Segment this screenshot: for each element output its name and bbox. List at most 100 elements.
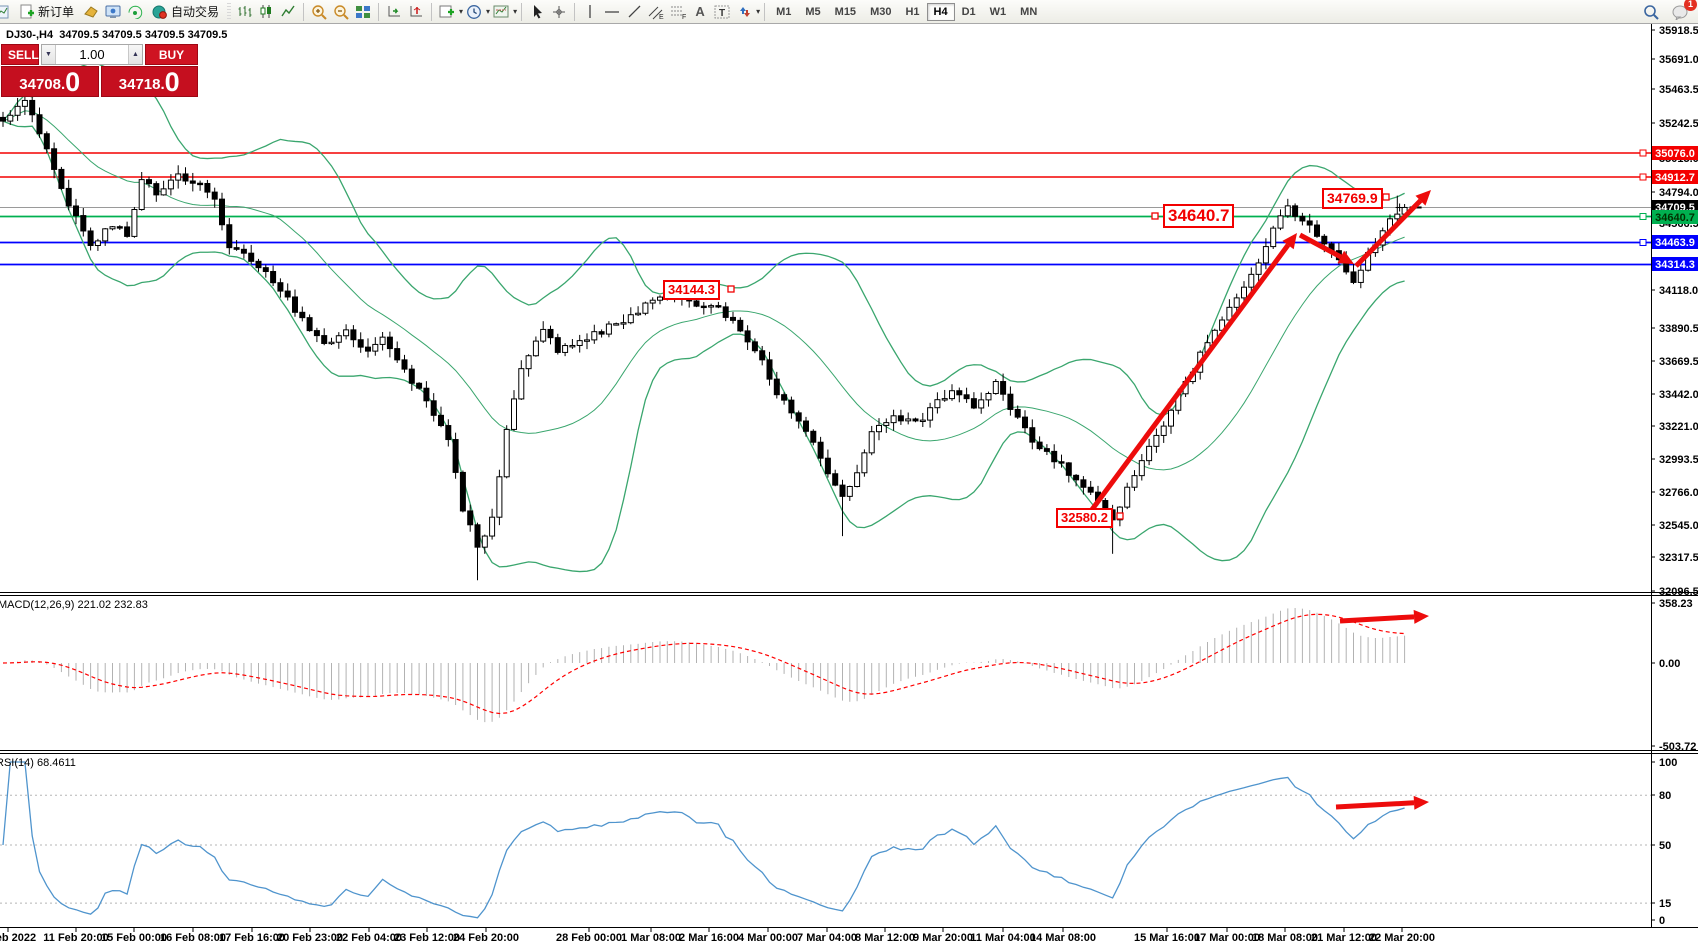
templates-caret[interactable]: ▾ — [513, 7, 518, 16]
new-order-button[interactable]: 新订单 — [13, 2, 80, 22]
svg-text:0.00: 0.00 — [1659, 658, 1680, 670]
search-icon[interactable] — [1640, 2, 1662, 22]
svg-text:15 Feb 00:00: 15 Feb 00:00 — [101, 932, 167, 944]
auto-scroll-icon[interactable] — [383, 2, 405, 22]
toolbar-separator — [303, 2, 305, 21]
price-annotation-34769[interactable]: 34769.9 — [1322, 188, 1383, 209]
svg-text:34463.9: 34463.9 — [1655, 237, 1695, 249]
buy-price-big: 0 — [164, 67, 180, 98]
equidistant-channel-icon[interactable]: E — [645, 2, 667, 22]
svg-text:35918.5: 35918.5 — [1659, 25, 1698, 37]
svg-text:32766.0: 32766.0 — [1659, 487, 1698, 499]
timeframe-m5[interactable]: M5 — [798, 3, 827, 21]
timeframe-m30[interactable]: M30 — [863, 3, 898, 21]
price-annotation-32580[interactable]: 32580.2 — [1056, 508, 1113, 528]
timeframe-h4[interactable]: H4 — [926, 2, 955, 21]
trendline-icon[interactable] — [623, 2, 645, 22]
text-icon[interactable]: A — [695, 4, 705, 19]
cursor-icon[interactable] — [526, 2, 548, 22]
svg-text:15 Mar 16:00: 15 Mar 16:00 — [1134, 932, 1200, 944]
signal-icon[interactable] — [124, 2, 146, 22]
svg-text:33669.5: 33669.5 — [1659, 356, 1698, 368]
timeframe-d1[interactable]: D1 — [955, 3, 983, 21]
svg-text:11 Feb 20:00: 11 Feb 20:00 — [43, 932, 108, 944]
price-annotation-34640[interactable]: 34640.7 — [1163, 204, 1235, 229]
svg-text:35463.5: 35463.5 — [1659, 84, 1698, 96]
text-label-icon[interactable]: T — [711, 2, 733, 22]
timeframe-m15[interactable]: M15 — [828, 3, 863, 21]
templates-icon[interactable] — [490, 2, 512, 22]
periods-caret[interactable]: ▾ — [486, 7, 491, 16]
svg-text:1 Mar 08:00: 1 Mar 08:00 — [621, 932, 681, 944]
zoom-out-icon[interactable] — [330, 2, 352, 22]
candles-layer — [0, 91, 1422, 581]
new-order-icon — [20, 4, 34, 19]
svg-text:28 Feb 00:00: 28 Feb 00:00 — [556, 932, 622, 944]
svg-text:358.23: 358.23 — [1659, 598, 1693, 610]
svg-text:18 Mar 08:00: 18 Mar 08:00 — [1252, 932, 1318, 944]
svg-text:7 Mar 04:00: 7 Mar 04:00 — [797, 932, 857, 944]
candlestick-chart-icon[interactable] — [255, 2, 277, 22]
timeframe-mn[interactable]: MN — [1013, 3, 1044, 21]
ohlc-values: 34709.5 34709.5 34709.5 34709.5 — [59, 29, 228, 41]
svg-text:34640.7: 34640.7 — [1655, 212, 1695, 224]
svg-text:E: E — [659, 14, 664, 20]
clipped-chart-icon — [0, 2, 13, 22]
timeframe-m1[interactable]: M1 — [769, 3, 798, 21]
svg-text:35691.0: 35691.0 — [1659, 54, 1698, 66]
timeframe-w1[interactable]: W1 — [983, 3, 1014, 21]
new-chart-icon[interactable] — [436, 2, 458, 22]
svg-text:32993.5: 32993.5 — [1659, 454, 1698, 466]
svg-text:32317.5: 32317.5 — [1659, 552, 1698, 564]
volume-decrease-button[interactable]: ▼ — [42, 45, 56, 64]
toolbar-grip — [227, 2, 232, 21]
market-watch-icon[interactable] — [102, 2, 124, 22]
vertical-line-icon[interactable] — [579, 2, 601, 22]
chart-title: DJ30-,H4 34709.5 34709.5 34709.5 34709.5 — [6, 29, 227, 41]
autotrading-button[interactable]: 自动交易 — [146, 2, 225, 22]
svg-text:21 Mar 12:00: 21 Mar 12:00 — [1311, 932, 1377, 944]
autotrading-icon — [152, 5, 167, 19]
arrows-tool-caret[interactable]: ▾ — [756, 7, 761, 16]
main-toolbar: 新订单 自动交易 ▾ ▾ ▾ — [0, 0, 1698, 24]
svg-text:8 Mar 12:00: 8 Mar 12:00 — [855, 932, 915, 944]
svg-text:F: F — [682, 14, 686, 20]
price-axis: 35918.535691.035463.535242.535015.034794… — [1651, 25, 1698, 927]
horizontal-line-icon[interactable] — [601, 2, 623, 22]
price-annotation-34144[interactable]: 34144.3 — [663, 280, 720, 300]
crosshair-icon[interactable] — [548, 2, 570, 22]
notification-icon[interactable]: 1 — [1670, 0, 1697, 22]
fibonacci-icon[interactable]: F — [667, 2, 689, 22]
periods-clock-icon[interactable] — [463, 2, 485, 22]
volume-input[interactable] — [56, 45, 128, 64]
chart-shift-icon[interactable] — [405, 2, 427, 22]
rsi-label: RSI(14) 68.4611 — [0, 757, 76, 769]
sell-price-big: 0 — [65, 67, 81, 98]
svg-text:15: 15 — [1659, 898, 1671, 910]
express-trade-icon[interactable] — [80, 2, 102, 22]
arrows-tool-icon[interactable] — [733, 2, 755, 22]
buy-button[interactable]: BUY — [145, 44, 198, 65]
volume-stepper: ▼ ▲ — [41, 44, 143, 65]
sell-button[interactable]: SELL — [1, 44, 39, 65]
svg-text:33221.0: 33221.0 — [1659, 421, 1698, 433]
volume-increase-button[interactable]: ▲ — [128, 45, 142, 64]
svg-text:33442.0: 33442.0 — [1659, 389, 1698, 401]
tile-windows-icon[interactable] — [352, 2, 374, 22]
new-chart-caret[interactable]: ▾ — [459, 7, 464, 16]
zoom-in-icon[interactable] — [308, 2, 330, 22]
svg-text:34314.3: 34314.3 — [1655, 259, 1695, 271]
svg-text:22 Mar 20:00: 22 Mar 20:00 — [1369, 932, 1435, 944]
svg-text:23 Feb 12:00: 23 Feb 12:00 — [394, 932, 460, 944]
line-chart-icon[interactable] — [277, 2, 299, 22]
buy-price[interactable]: 34718. 0 — [100, 66, 198, 98]
bar-chart-icon[interactable] — [233, 2, 255, 22]
svg-text:24 Feb 20:00: 24 Feb 20:00 — [453, 932, 519, 944]
sell-price[interactable]: 34708. 0 — [1, 66, 99, 97]
sell-price-main: 34708. — [19, 76, 66, 93]
svg-text:11 Mar 04:00: 11 Mar 04:00 — [970, 932, 1035, 944]
timeframe-h1[interactable]: H1 — [898, 3, 926, 21]
svg-text:14 Mar 08:00: 14 Mar 08:00 — [1030, 932, 1096, 944]
